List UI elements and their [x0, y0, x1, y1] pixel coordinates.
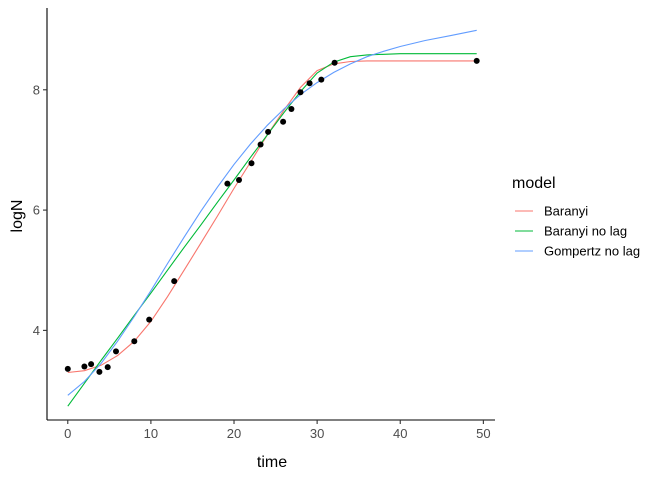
data-point — [306, 80, 313, 87]
data-point — [297, 89, 304, 96]
data-point — [280, 118, 287, 125]
x-tick-label: 40 — [393, 426, 407, 441]
x-tick-label: 20 — [227, 426, 241, 441]
x-tick-label: 50 — [476, 426, 490, 441]
legend-label-2: Baranyi no lag — [544, 224, 627, 239]
data-point — [96, 368, 103, 375]
data-point — [473, 57, 480, 64]
x-tick-label: 10 — [144, 426, 158, 441]
x-tick-label: 30 — [310, 426, 324, 441]
points-layer — [64, 57, 480, 375]
data-point — [331, 59, 338, 66]
data-point — [113, 348, 119, 355]
data-point — [64, 365, 71, 372]
legend-title: model — [512, 175, 556, 192]
data-point — [146, 316, 153, 323]
legend-label-1: Baranyi — [544, 204, 588, 219]
data-point — [224, 180, 231, 187]
data-point — [248, 160, 255, 167]
data-point — [104, 364, 111, 371]
series-line-3 — [67, 29, 477, 396]
data-point — [318, 76, 325, 83]
data-point — [288, 106, 295, 112]
data-point — [265, 128, 272, 135]
axes-layer: 0 10 20 30 40 50 4 6 8 — [33, 8, 495, 441]
legend: model Baranyi Baranyi no lag Gompertz no l… — [512, 175, 640, 259]
series-line-2 — [67, 53, 477, 407]
series-line-1 — [67, 60, 477, 374]
y-tick-label: 4 — [33, 323, 40, 338]
y-tick-label: 6 — [33, 203, 40, 218]
series-layer — [67, 29, 477, 407]
y-tick-label: 8 — [33, 82, 40, 97]
y-axis-title: logN — [9, 200, 26, 233]
data-point — [257, 141, 264, 148]
x-tick-label: 0 — [64, 426, 71, 441]
data-point — [81, 363, 88, 370]
data-point — [131, 338, 138, 345]
legend-label-3: Gompertz no lag — [544, 244, 640, 259]
data-point — [171, 278, 178, 285]
data-point — [236, 177, 242, 183]
x-axis-title: time — [257, 454, 287, 471]
data-point — [88, 361, 95, 368]
